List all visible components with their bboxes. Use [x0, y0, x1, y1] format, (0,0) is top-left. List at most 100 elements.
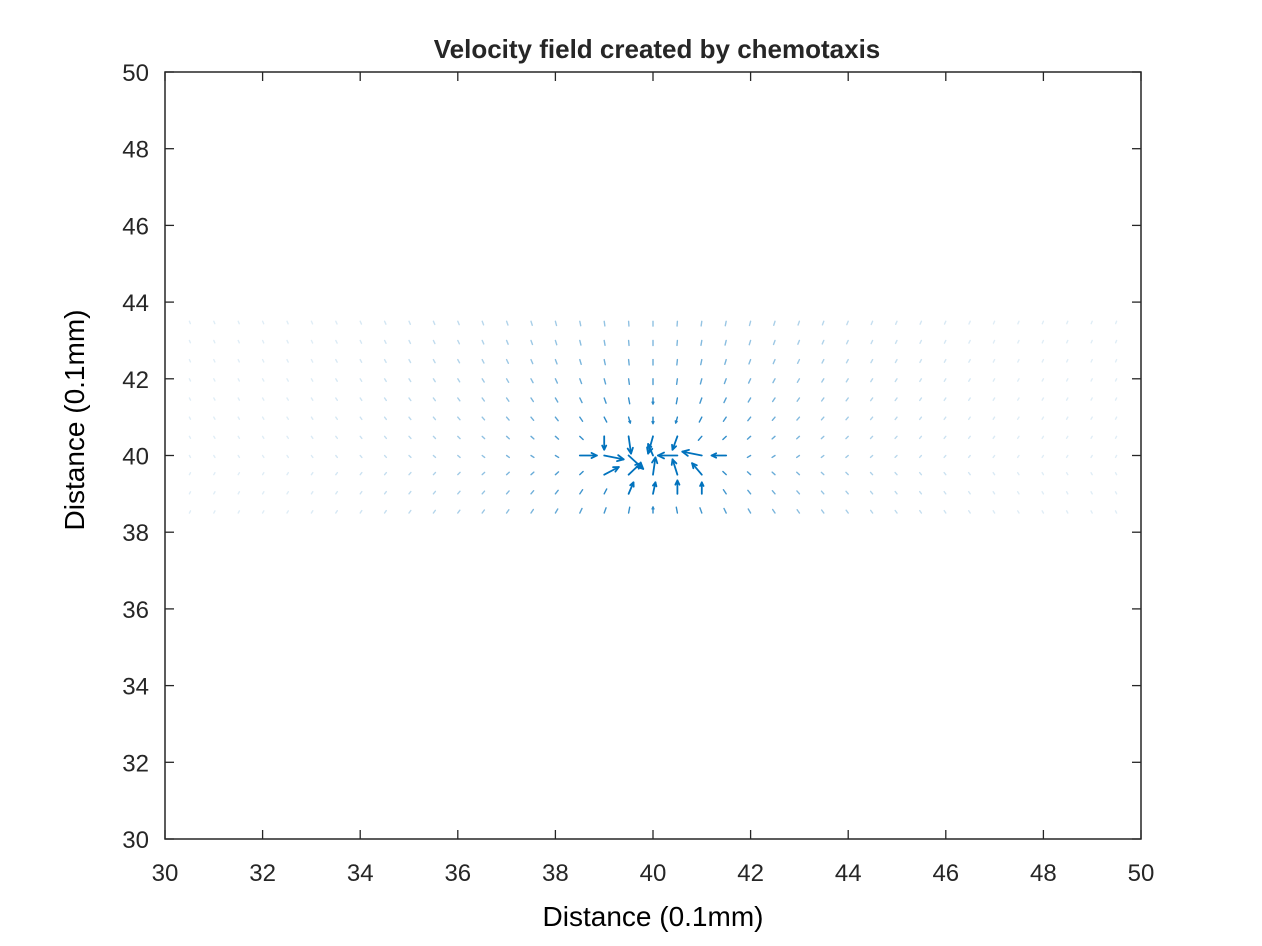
quiver-arrow-faint: [505, 320, 509, 326]
quiver-arrow-faint: [845, 454, 849, 459]
x-axis-label: Distance (0.1mm): [543, 901, 764, 932]
quiver-arrow-faint: [820, 416, 825, 421]
quiver-arrow-faint: [554, 416, 559, 422]
quiver-arrow-faint: [918, 416, 923, 421]
quiver-arrow-faint: [1017, 358, 1020, 363]
quiver-arrow-faint: [579, 339, 582, 346]
quiver-arrow-faint: [1090, 378, 1093, 382]
quiver-arrow-faint: [481, 320, 485, 326]
quiver-arrow-faint: [870, 358, 874, 364]
quiver-arrow-faint: [213, 416, 216, 420]
quiver-arrow-faint: [383, 416, 388, 421]
quiver-arrow: [578, 451, 598, 460]
y-tick-label: 42: [122, 367, 149, 394]
quiver-arrow-faint: [845, 416, 849, 421]
quiver-arrow-faint: [1090, 471, 1093, 476]
quiver-arrow-faint: [188, 416, 192, 420]
quiver-arrow-faint: [845, 471, 849, 476]
quiver-arrow-faint: [383, 358, 387, 364]
quiver-arrow-faint: [747, 489, 752, 495]
quiver-arrow-faint: [554, 471, 560, 476]
quiver-arrow-faint: [845, 435, 849, 440]
y-tick-label: 30: [122, 827, 149, 854]
quiver-arrow-faint: [481, 454, 486, 459]
quiver-arrow-faint: [335, 510, 338, 514]
quiver-arrow-faint: [870, 378, 874, 383]
quiver-arrow-faint: [457, 358, 461, 364]
quiver-arrow-faint: [359, 378, 363, 383]
quiver-arrow-faint: [699, 507, 703, 514]
quiver-arrow-faint: [457, 509, 461, 514]
quiver-arrow-faint: [213, 397, 216, 401]
quiver-arrow-faint: [188, 510, 192, 514]
quiver-arrow-faint: [261, 378, 265, 382]
quiver-arrow-faint: [992, 397, 996, 401]
quiver-arrow-faint: [1090, 510, 1093, 514]
quiver-arrow-faint: [1090, 435, 1093, 440]
quiver-arrow-faint: [771, 454, 776, 459]
quiver-arrow-faint: [918, 435, 923, 440]
quiver-arrow-faint: [335, 339, 338, 344]
y-tick-label: 38: [122, 520, 149, 547]
quiver-arrow-faint: [796, 397, 801, 402]
quiver-arrow-faint: [919, 339, 923, 344]
quiver-arrow: [699, 481, 705, 495]
quiver-arrow-faint: [675, 397, 679, 405]
quiver-arrow-faint: [1041, 471, 1045, 476]
quiver-arrow-faint: [237, 491, 241, 495]
quiver-arrow-faint: [1041, 397, 1045, 401]
quiver-arrow-faint: [943, 454, 947, 459]
quiver-arrow-faint: [943, 397, 947, 402]
quiver-arrow-faint: [722, 416, 727, 422]
quiver-arrow-faint: [943, 339, 947, 344]
quiver-arrow-faint: [821, 320, 825, 326]
quiver-arrow-faint: [1066, 320, 1069, 325]
quiver-arrow: [647, 443, 654, 457]
quiver-arrow-faint: [700, 358, 703, 366]
quiver-arrow-faint: [796, 358, 801, 364]
quiver-arrow-faint: [457, 471, 461, 476]
quiver-arrow-faint: [747, 397, 752, 403]
quiver-arrow-faint: [603, 339, 606, 346]
quiver-arrow-faint: [432, 509, 437, 514]
quiver-arrow-faint: [359, 471, 363, 476]
x-tick-label: 30: [152, 860, 179, 887]
quiver-arrow-faint: [335, 435, 339, 440]
quiver-arrow-faint: [1065, 435, 1069, 440]
quiver-arrow-faint: [943, 471, 947, 476]
quiver-arrow-faint: [992, 339, 996, 344]
quiver-arrow-faint: [383, 378, 387, 383]
quiver-arrow-faint: [554, 435, 560, 440]
quiver-arrow-faint: [359, 320, 363, 325]
y-tick-label: 36: [122, 597, 149, 624]
quiver-arrow-faint: [310, 378, 314, 382]
quiver-arrow: [603, 454, 625, 462]
quiver-arrow: [670, 458, 679, 476]
quiver-arrow-faint: [820, 471, 825, 476]
quiver-arrow-faint: [943, 509, 947, 514]
quiver-arrow-faint: [408, 397, 412, 402]
quiver-arrow-faint: [505, 471, 510, 476]
quiver-arrow-faint: [894, 435, 898, 440]
quiver-arrow-faint: [821, 378, 825, 383]
quiver-arrow-faint: [1114, 471, 1118, 476]
quiver-arrow-faint: [554, 508, 559, 514]
quiver-arrow-faint: [505, 435, 510, 440]
quiver-arrow-faint: [481, 471, 486, 476]
quiver-arrow-faint: [918, 490, 923, 495]
quiver-arrow-faint: [261, 339, 265, 344]
quiver-arrow-faint: [603, 397, 607, 404]
x-tick-label: 32: [249, 860, 276, 887]
quiver-arrow-faint: [237, 339, 240, 344]
quiver-arrow-faint: [651, 416, 655, 425]
quiver-arrow-faint: [724, 320, 727, 327]
quiver-arrow-faint: [188, 491, 192, 495]
quiver-arrow-faint: [773, 320, 776, 326]
quiver-arrow-faint: [603, 488, 608, 495]
quiver-arrow-faint: [724, 358, 727, 366]
quiver-arrow-faint: [530, 489, 535, 495]
quiver-arrow-faint: [627, 378, 631, 386]
quiver-arrow-faint: [992, 490, 996, 495]
quiver-arrow-faint: [1041, 320, 1045, 325]
quiver-arrow-faint: [213, 320, 216, 325]
